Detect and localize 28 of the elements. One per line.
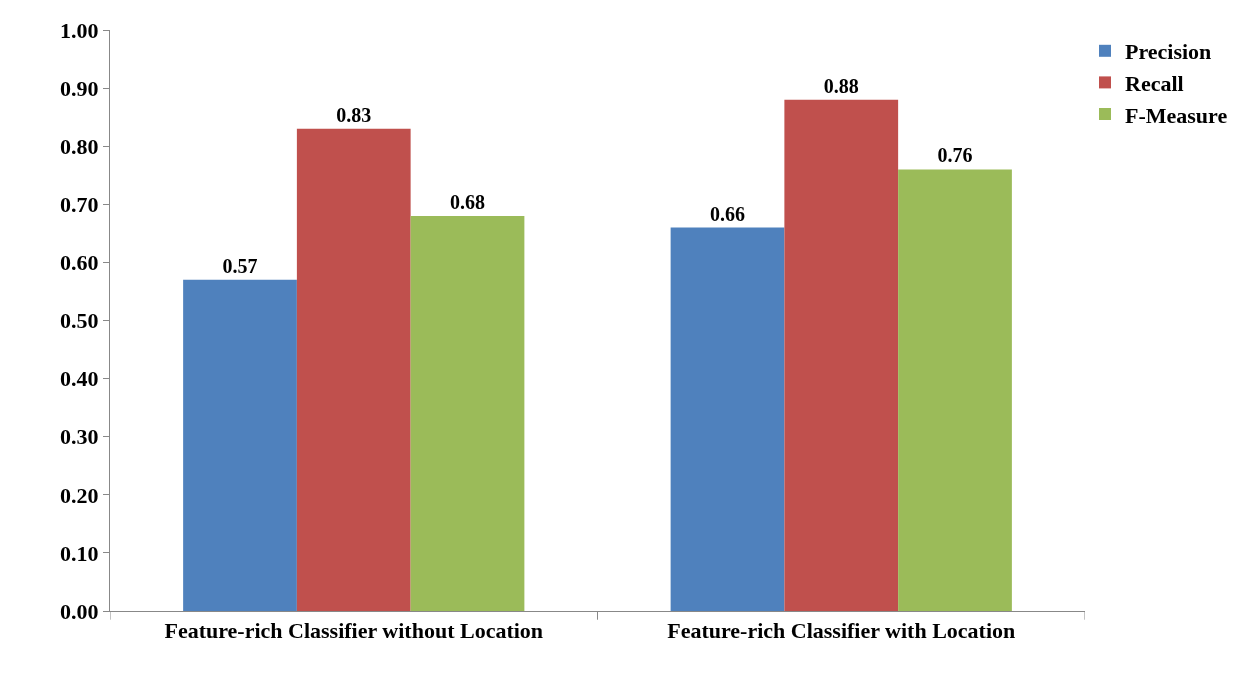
data-label: 0.88 <box>823 74 859 97</box>
y-tick-label: 0.10 <box>60 540 99 566</box>
data-label: 0.83 <box>336 103 372 126</box>
y-tick-label: 0.90 <box>60 75 99 101</box>
y-tick-label: 0.80 <box>60 133 99 159</box>
y-tick-label: 0.30 <box>60 424 99 450</box>
y-tick-label: 0.00 <box>60 598 99 624</box>
data-label: 0.68 <box>450 190 486 213</box>
data-label: 0.66 <box>710 202 746 225</box>
y-tick-label: 0.70 <box>60 192 99 217</box>
y-tick-label: 0.50 <box>60 308 99 334</box>
legend-label: Precision <box>1125 39 1212 65</box>
y-tick-label: 0.20 <box>60 482 99 508</box>
bar <box>670 227 785 611</box>
y-tick-label: 1.00 <box>60 17 99 43</box>
data-label: 0.57 <box>222 254 258 277</box>
legend-label: F-Measure <box>1125 102 1228 128</box>
x-tick-label: Feature-rich Classifier without Location <box>164 618 544 644</box>
bar <box>183 279 297 611</box>
bar <box>296 128 411 611</box>
legend-label: Recall <box>1125 70 1184 96</box>
data-label: 0.76 <box>937 144 973 167</box>
y-tick-label: 0.40 <box>60 366 99 392</box>
y-tick-label: 0.60 <box>60 250 99 276</box>
x-tick-label: Feature-rich Classifier with Location <box>667 618 1016 644</box>
bar <box>784 99 899 611</box>
bar <box>898 169 1012 611</box>
bar <box>410 215 525 611</box>
